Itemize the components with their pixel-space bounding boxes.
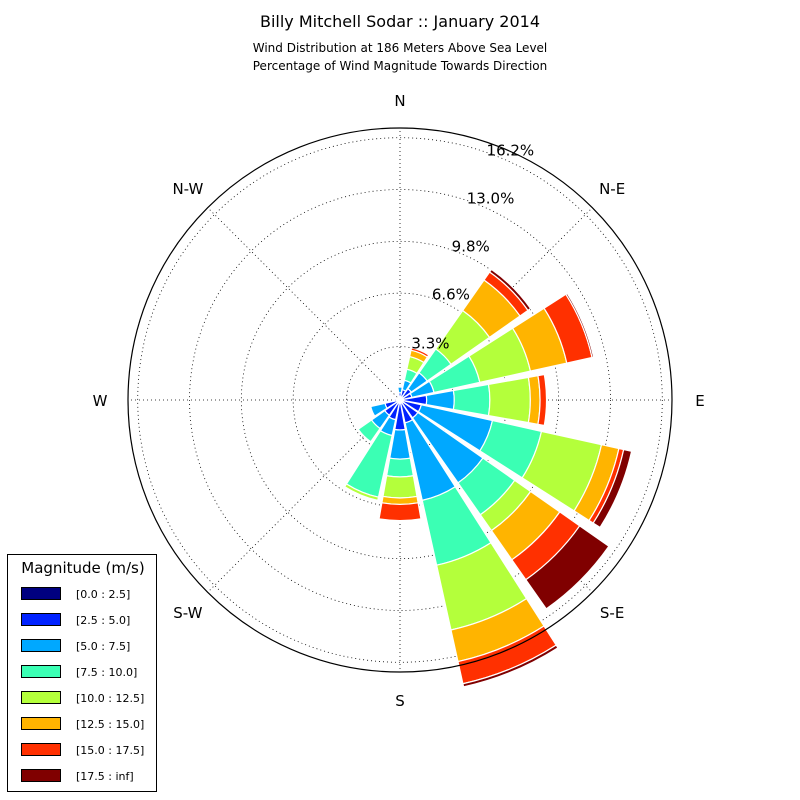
wedge-3-7 bbox=[565, 292, 595, 359]
radial-grid-circle-2 bbox=[240, 240, 560, 560]
outer-circle bbox=[127, 127, 673, 673]
legend-item: [7.5 : 10.0] bbox=[21, 665, 151, 681]
radial-grid-circle-3 bbox=[189, 189, 611, 611]
wedge-4-5 bbox=[527, 374, 541, 426]
legend-item: [0.0 : 2.5] bbox=[21, 587, 151, 603]
legend-label: [5.0 : 7.5] bbox=[76, 640, 131, 653]
legend-item: [12.5 : 15.0] bbox=[21, 717, 151, 733]
legend-swatch bbox=[21, 613, 61, 626]
wedge-8-6 bbox=[378, 502, 422, 522]
radial-tick-label-0: 3.3% bbox=[411, 335, 449, 353]
radial-tick-label-2: 9.8% bbox=[452, 237, 490, 255]
legend-item: [5.0 : 7.5] bbox=[21, 639, 151, 655]
legend-item: [10.0 : 12.5] bbox=[21, 691, 151, 707]
legend-swatch bbox=[21, 665, 61, 678]
legend-label: [10.0 : 12.5] bbox=[76, 692, 145, 705]
legend-label: [2.5 : 5.0] bbox=[76, 614, 131, 627]
chart-title: Billy Mitchell Sodar :: January 2014 bbox=[259, 12, 541, 31]
wedge-4-4 bbox=[487, 376, 531, 424]
direction-label-e: E bbox=[695, 392, 704, 410]
direction-label-s: S bbox=[395, 692, 405, 710]
legend-swatch bbox=[21, 769, 61, 782]
direction-grid-line-7 bbox=[207, 207, 401, 401]
wedge-7-7 bbox=[462, 644, 559, 688]
legend-label: [7.5 : 10.0] bbox=[76, 666, 138, 679]
wedge-8-4 bbox=[382, 475, 418, 499]
wedge-5-7 bbox=[592, 448, 633, 529]
legend-title: Magnitude (m/s) bbox=[21, 559, 145, 577]
wedge-15-1 bbox=[396, 395, 401, 401]
legend-label: [0.0 : 2.5] bbox=[76, 588, 131, 601]
wedge-4-3 bbox=[452, 383, 491, 417]
radial-tick-label-4: 16.2% bbox=[487, 142, 535, 160]
legend-item: [2.5 : 5.0] bbox=[21, 613, 151, 629]
legend-label: [17.5 : inf] bbox=[76, 770, 134, 783]
wedge-10-3 bbox=[357, 419, 381, 443]
wedge-6-7 bbox=[524, 524, 610, 610]
legend-item: [17.5 : inf] bbox=[21, 769, 151, 785]
chart-subtitle-line2: Percentage of Wind Magnitude Towards Dir… bbox=[252, 59, 548, 73]
wedge-1-6 bbox=[410, 347, 430, 358]
direction-label-w: W bbox=[93, 392, 108, 410]
legend-swatch bbox=[21, 717, 61, 730]
legend-swatch bbox=[21, 587, 61, 600]
direction-label-n-e: N-E bbox=[599, 180, 625, 198]
wedge-8-3 bbox=[385, 457, 415, 478]
legend-swatch bbox=[21, 639, 61, 652]
wedge-11-2 bbox=[370, 402, 388, 417]
direction-label-n: N bbox=[394, 92, 405, 110]
legend-swatch bbox=[21, 743, 61, 756]
wedge-4-6 bbox=[537, 373, 548, 427]
magnitude-legend: Magnitude (m/s) [0.0 : 2.5] [2.5 : 5.0] [5… bbox=[7, 554, 157, 792]
legend-label: [12.5 : 15.0] bbox=[76, 718, 145, 731]
direction-label-n-w: N-W bbox=[172, 180, 203, 198]
legend-item: [15.0 : 17.5] bbox=[21, 743, 151, 759]
direction-grid-line-5 bbox=[207, 399, 401, 593]
legend-label: [15.0 : 17.5] bbox=[76, 744, 145, 757]
legend-swatch bbox=[21, 691, 61, 704]
radial-tick-label-3: 13.0% bbox=[467, 190, 515, 208]
radial-grid-circle-4 bbox=[137, 137, 663, 663]
radial-tick-label-1: 6.6% bbox=[432, 285, 470, 303]
direction-label-s-w: S-W bbox=[173, 604, 202, 622]
direction-label-s-e: S-E bbox=[600, 604, 624, 622]
chart-subtitle-line1: Wind Distribution at 186 Meters Above Se… bbox=[252, 41, 548, 55]
wedge-9-4 bbox=[343, 483, 380, 502]
wedge-2-7 bbox=[488, 268, 532, 312]
